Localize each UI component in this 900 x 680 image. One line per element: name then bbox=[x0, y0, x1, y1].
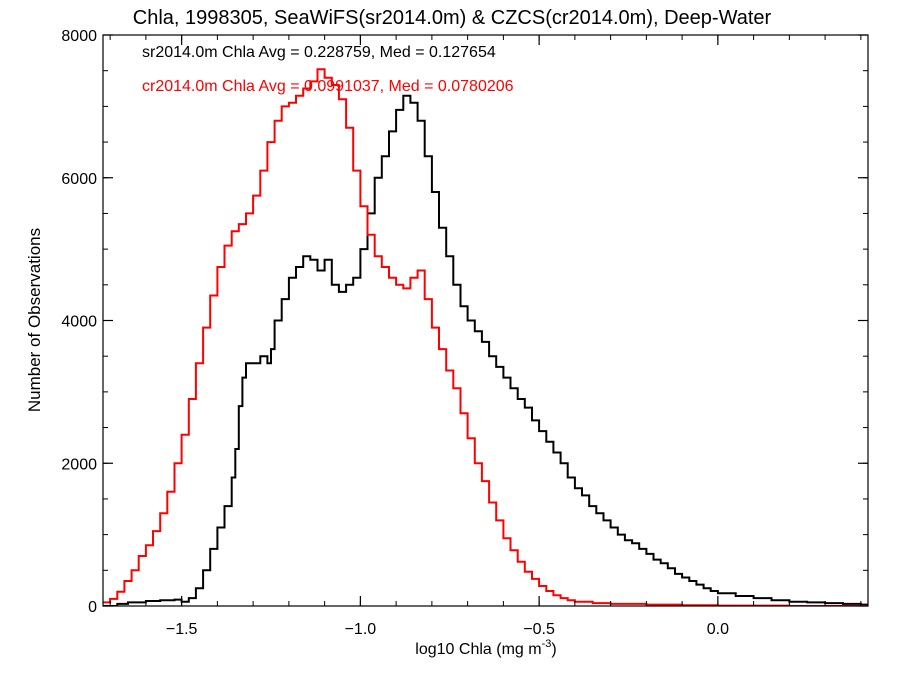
x-tick-label: −1.0 bbox=[345, 621, 377, 638]
axes: −1.5 −1.0 −0.5 0.0 0 2000 4000 6000 8000 bbox=[61, 28, 869, 638]
x-axis-label-main: log10 Chla (mg m bbox=[415, 641, 541, 658]
chart-title: Chla, 1998305, SeaWiFS(sr2014.0m) & CZCS… bbox=[133, 7, 772, 29]
x-tick-label: −0.5 bbox=[523, 621, 555, 638]
x-axis-label-superscript: -3 bbox=[542, 638, 552, 650]
annotation-cr2014: cr2014.0m Chla Avg = 0.0991037, Med = 0.… bbox=[142, 78, 514, 95]
x-axis-label: log10 Chla (mg m-3) bbox=[415, 638, 556, 658]
series-line-1 bbox=[103, 94, 868, 606]
x-tick-label: 0.0 bbox=[707, 621, 729, 638]
x-tick-label: −1.5 bbox=[166, 621, 198, 638]
y-tick-label: 0 bbox=[88, 599, 97, 616]
series-line-2 bbox=[103, 68, 868, 606]
y-tick-label: 4000 bbox=[61, 314, 97, 331]
series-group bbox=[103, 68, 868, 606]
y-tick-label: 6000 bbox=[61, 171, 97, 188]
plot-area bbox=[103, 68, 868, 606]
y-tick-label: 8000 bbox=[61, 28, 97, 45]
annotation-sr2014: sr2014.0m Chla Avg = 0.228759, Med = 0.1… bbox=[142, 44, 496, 61]
y-tick-label: 2000 bbox=[61, 456, 97, 473]
y-axis-label: Number of Observations bbox=[25, 228, 44, 412]
x-axis-label-close: ) bbox=[551, 641, 556, 658]
